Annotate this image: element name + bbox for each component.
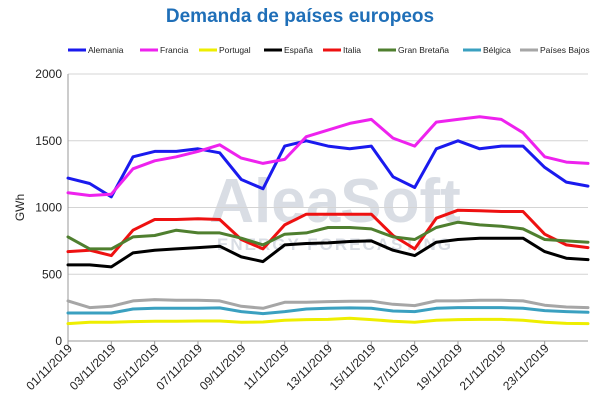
legend-label: Países Bajos bbox=[540, 45, 590, 55]
x-tick-label: 23/11/2019 bbox=[500, 341, 552, 393]
series-line bbox=[66, 316, 590, 326]
x-tick-label: 09/11/2019 bbox=[197, 341, 249, 393]
legend-label: Gran Bretaña bbox=[398, 45, 449, 55]
series-line bbox=[66, 208, 590, 258]
y-tick-label: 500 bbox=[42, 267, 62, 281]
legend-label: Portugal bbox=[219, 45, 251, 55]
y-tick-label: 2000 bbox=[35, 67, 62, 81]
y-axis-label: GWh bbox=[13, 194, 27, 221]
series-line bbox=[66, 115, 590, 197]
legend-label: España bbox=[284, 45, 313, 55]
legend-label: Bélgica bbox=[483, 45, 511, 55]
y-tick-label: 0 bbox=[55, 334, 62, 348]
series-line bbox=[66, 236, 590, 269]
series-line bbox=[66, 306, 590, 316]
series-line bbox=[66, 139, 590, 199]
legend-label: Francia bbox=[160, 45, 189, 55]
series-line bbox=[66, 298, 590, 310]
legend-label: Alemania bbox=[88, 45, 124, 55]
watermark-brand: AleaSoft bbox=[209, 167, 460, 236]
chart-title: Demanda de países europeos bbox=[165, 6, 435, 27]
legend-label: Italia bbox=[343, 45, 361, 55]
y-tick-label: 1500 bbox=[35, 134, 62, 148]
y-tick-label: 1000 bbox=[35, 201, 62, 215]
series-line bbox=[66, 220, 590, 251]
